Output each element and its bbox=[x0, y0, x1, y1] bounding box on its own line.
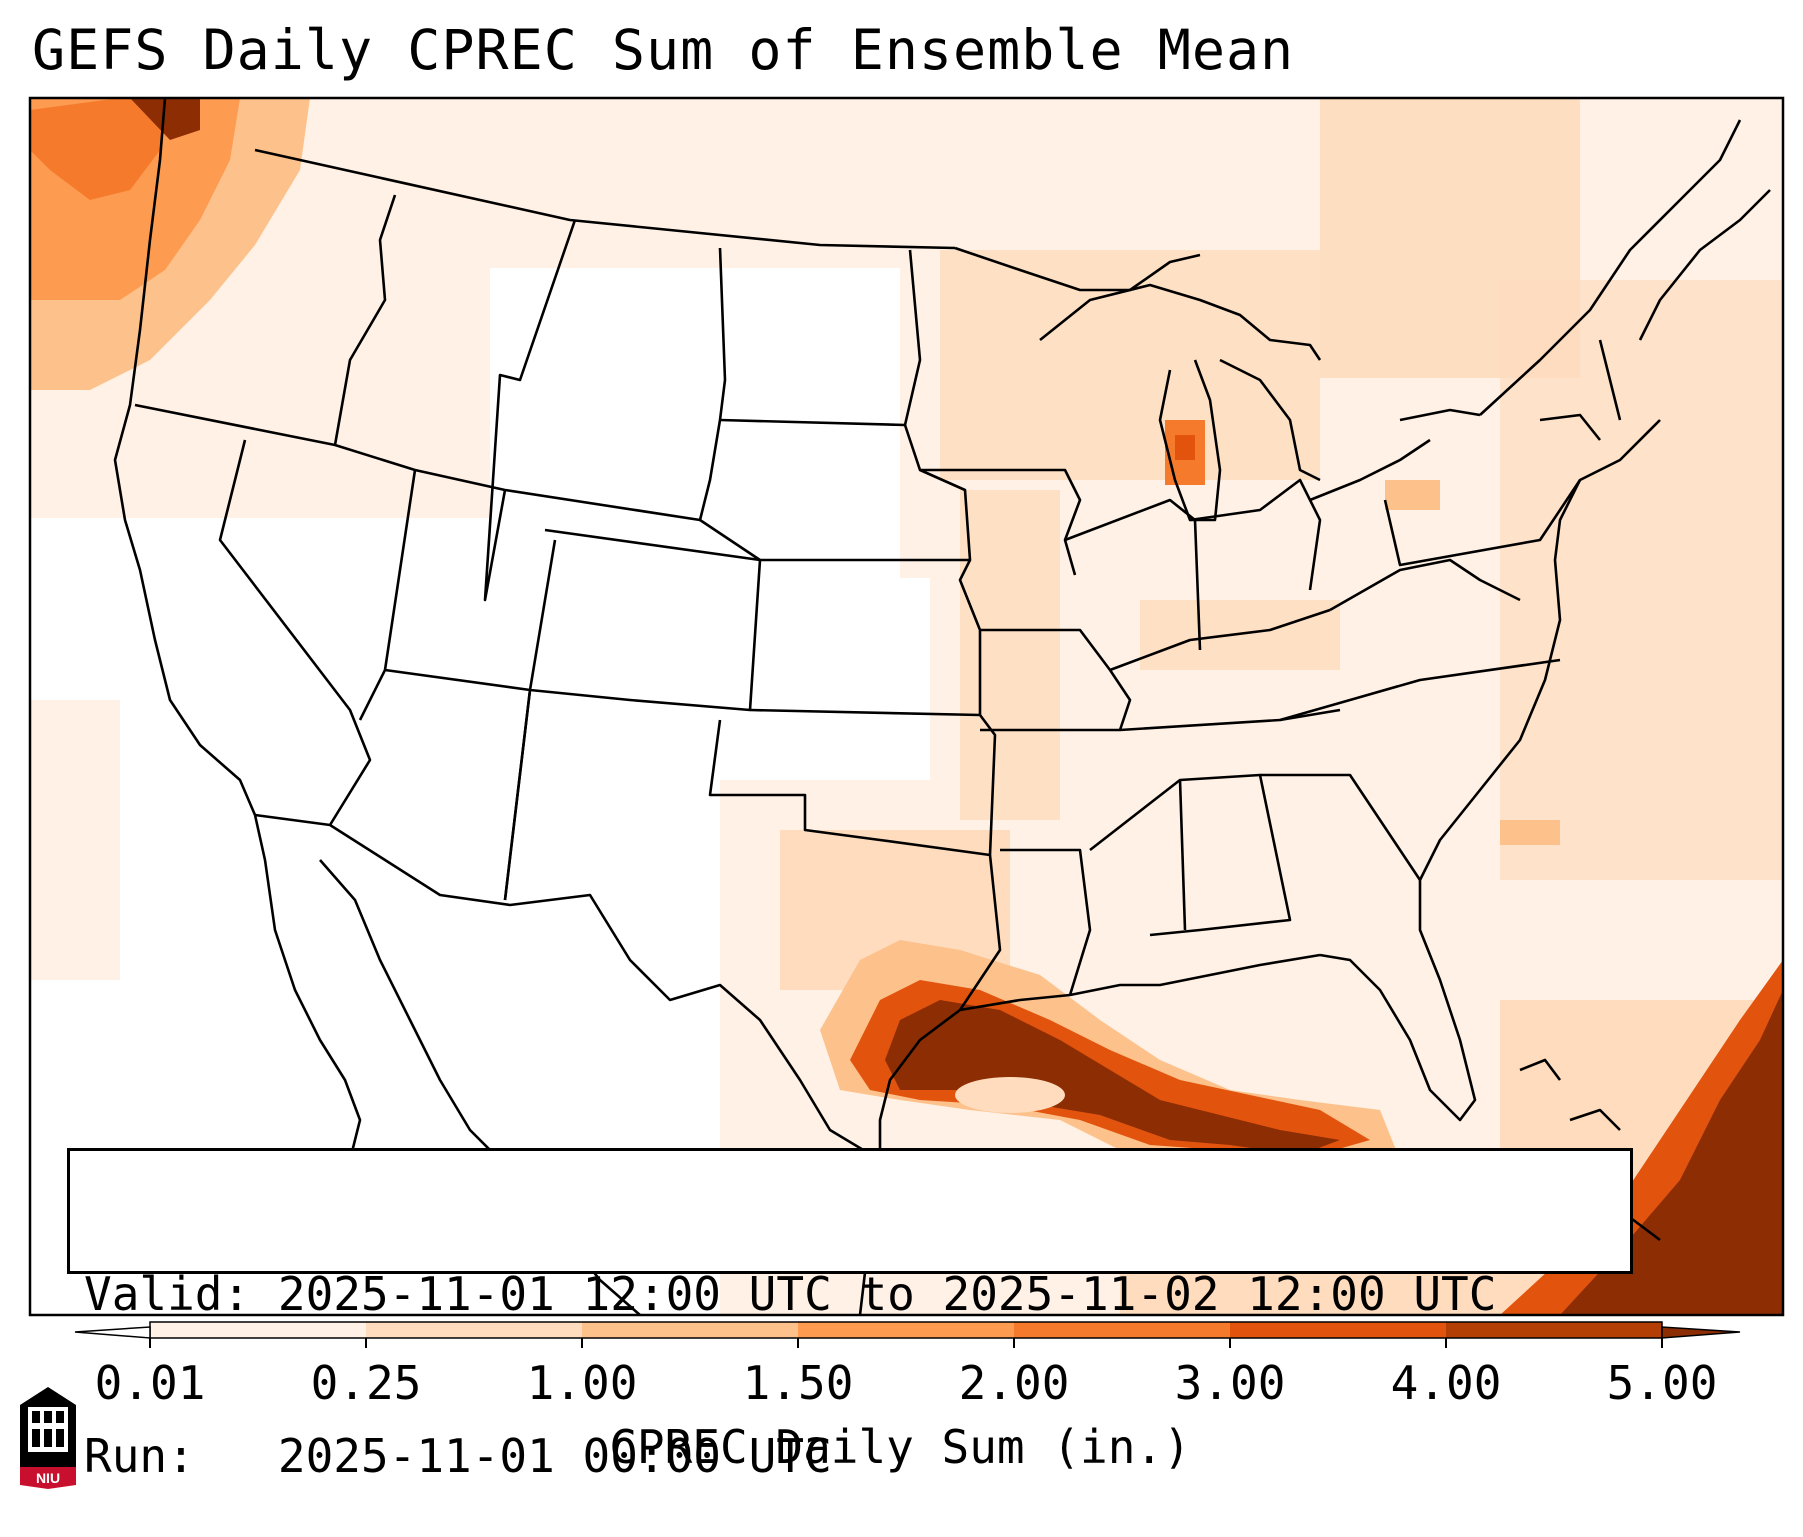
map-title: GEFS Daily CPREC Sum of Ensemble Mean bbox=[32, 18, 1295, 82]
lake-erie bbox=[1309, 438, 1431, 502]
colorbar-segment bbox=[150, 1322, 367, 1338]
lake-michigan bbox=[1158, 359, 1222, 522]
colorbar-tick-label: 5.00 bbox=[1606, 1356, 1718, 1410]
baja-coastline bbox=[253, 814, 362, 1161]
run-label: Run: bbox=[84, 1429, 195, 1483]
lake-superior bbox=[1039, 283, 1322, 361]
colorbar-tick-label: 4.00 bbox=[1390, 1356, 1502, 1410]
west-coastline bbox=[113, 98, 257, 816]
colorbar-tick-label: 2.00 bbox=[958, 1356, 1070, 1410]
valid-label: Valid: bbox=[84, 1267, 251, 1321]
colorbar-segment bbox=[1230, 1322, 1447, 1338]
precip-shading bbox=[30, 98, 1783, 1315]
us-canada-border-west bbox=[254, 148, 956, 250]
svg-text:NIU: NIU bbox=[36, 1470, 60, 1486]
niu-logo: NIU bbox=[20, 1387, 76, 1489]
colorbar-over-arrow bbox=[1661, 1326, 1741, 1339]
colorbar-ticks bbox=[149, 1338, 1663, 1348]
colorbar-segment bbox=[1446, 1322, 1663, 1338]
colorbar-under-arrow bbox=[74, 1326, 151, 1339]
lake-ontario bbox=[1399, 408, 1481, 422]
valid-value: 2025-11-01 12:00 UTC to 2025-11-02 12:00… bbox=[277, 1267, 1497, 1321]
colorbar-segment bbox=[1014, 1322, 1231, 1338]
colorbar-segment bbox=[366, 1322, 583, 1338]
run-value: 2025-11-01 00:00 UTC bbox=[277, 1429, 832, 1483]
colorbar-tick-label: 1.50 bbox=[742, 1356, 854, 1410]
us-mexico-border bbox=[254, 813, 881, 1162]
colorbar bbox=[74, 1321, 1741, 1348]
colorbar-segments bbox=[149, 1321, 1663, 1339]
colorbar-tick-label: 1.00 bbox=[526, 1356, 638, 1410]
colorbar-tick-label: 3.00 bbox=[1174, 1356, 1286, 1410]
us-canada-border-lakes bbox=[954, 246, 1201, 292]
map-frame bbox=[28, 96, 1785, 1317]
valid-row: Valid: 2025-11-01 12:00 UTC to 2025-11-0… bbox=[84, 1267, 1616, 1321]
gulf-coastline bbox=[878, 953, 1321, 1160]
colorbar-tick-label: 0.01 bbox=[94, 1356, 206, 1410]
colorbar-segment bbox=[582, 1322, 799, 1338]
precip-map bbox=[28, 96, 1785, 1348]
st-lawrence bbox=[1479, 119, 1742, 416]
maine-border bbox=[1638, 189, 1771, 341]
colorbar-title: CPREC Daily Sum (in.) bbox=[609, 1420, 1191, 1474]
valid-run-info-box: Valid: 2025-11-01 12:00 UTC to 2025-11-0… bbox=[67, 1148, 1633, 1483]
lake-huron bbox=[1219, 358, 1321, 482]
run-row: Run: 2025-11-01 00:00 UTC bbox=[84, 1429, 1616, 1483]
colorbar-tick-label: 0.25 bbox=[310, 1356, 422, 1410]
colorbar-segment bbox=[798, 1322, 1015, 1338]
